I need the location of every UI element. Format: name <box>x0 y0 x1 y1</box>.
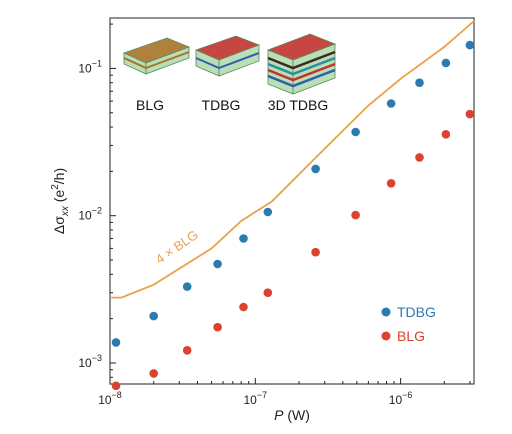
3d-tdbg-stack-icon <box>266 33 337 95</box>
inset-illustration: BLG TDBG 3D TDBG <box>122 33 337 113</box>
blg-stack-icon <box>122 37 191 75</box>
legend-label-blg: BLG <box>397 328 425 344</box>
point-blg <box>415 153 424 162</box>
data-points <box>111 40 475 391</box>
inset-label-blg: BLG <box>136 97 164 113</box>
y-axis-ticks: 10−3 10−2 10−1 <box>78 23 116 378</box>
legend: TDBG BLG <box>381 304 436 344</box>
x-axis-ticks: 10−8 10−7 10−6 <box>98 378 471 407</box>
point-blg <box>182 346 192 355</box>
point-tdbg <box>311 164 320 174</box>
point-tdbg <box>386 99 396 108</box>
legend-marker-tdbg <box>381 307 391 317</box>
x-axis-title: P (W) <box>274 407 310 423</box>
point-tdbg <box>415 78 424 87</box>
point-blg <box>149 369 158 378</box>
tdbg-stack-icon <box>194 35 261 77</box>
x-tick-label: 10−7 <box>243 390 267 407</box>
point-tdbg <box>213 259 222 269</box>
point-tdbg <box>351 127 360 137</box>
y-tick-label: 10−3 <box>78 353 102 370</box>
x-tick-label: 10−6 <box>389 390 413 407</box>
point-tdbg <box>111 338 121 347</box>
point-blg <box>263 288 273 298</box>
legend-marker-blg <box>381 331 391 341</box>
point-blg <box>213 322 222 332</box>
y-tick-label: 10−2 <box>78 206 102 223</box>
point-blg <box>111 381 121 391</box>
plot-frame <box>109 17 475 385</box>
y-axis-title: Δσxx (e2/h) <box>50 168 71 234</box>
point-blg <box>311 247 320 257</box>
point-blg <box>441 130 451 139</box>
x-tick-label: 10−8 <box>98 390 122 407</box>
inset-label-tdbg: TDBG <box>202 97 241 113</box>
point-tdbg <box>182 282 192 291</box>
legend-label-tdbg: TDBG <box>397 304 436 320</box>
4x-blg-annotation: 4 × BLG <box>153 227 201 267</box>
4x-blg-line <box>110 20 475 299</box>
point-tdbg <box>441 58 451 68</box>
point-tdbg <box>263 207 273 217</box>
point-tdbg <box>239 234 248 243</box>
inset-label-3d-tdbg: 3D TDBG <box>268 97 328 113</box>
point-blg <box>239 302 248 312</box>
point-tdbg <box>149 311 158 321</box>
point-blg <box>465 109 475 119</box>
y-tick-label: 10−1 <box>78 58 102 75</box>
point-tdbg <box>465 40 475 50</box>
point-blg <box>351 210 360 220</box>
point-blg <box>386 179 396 188</box>
